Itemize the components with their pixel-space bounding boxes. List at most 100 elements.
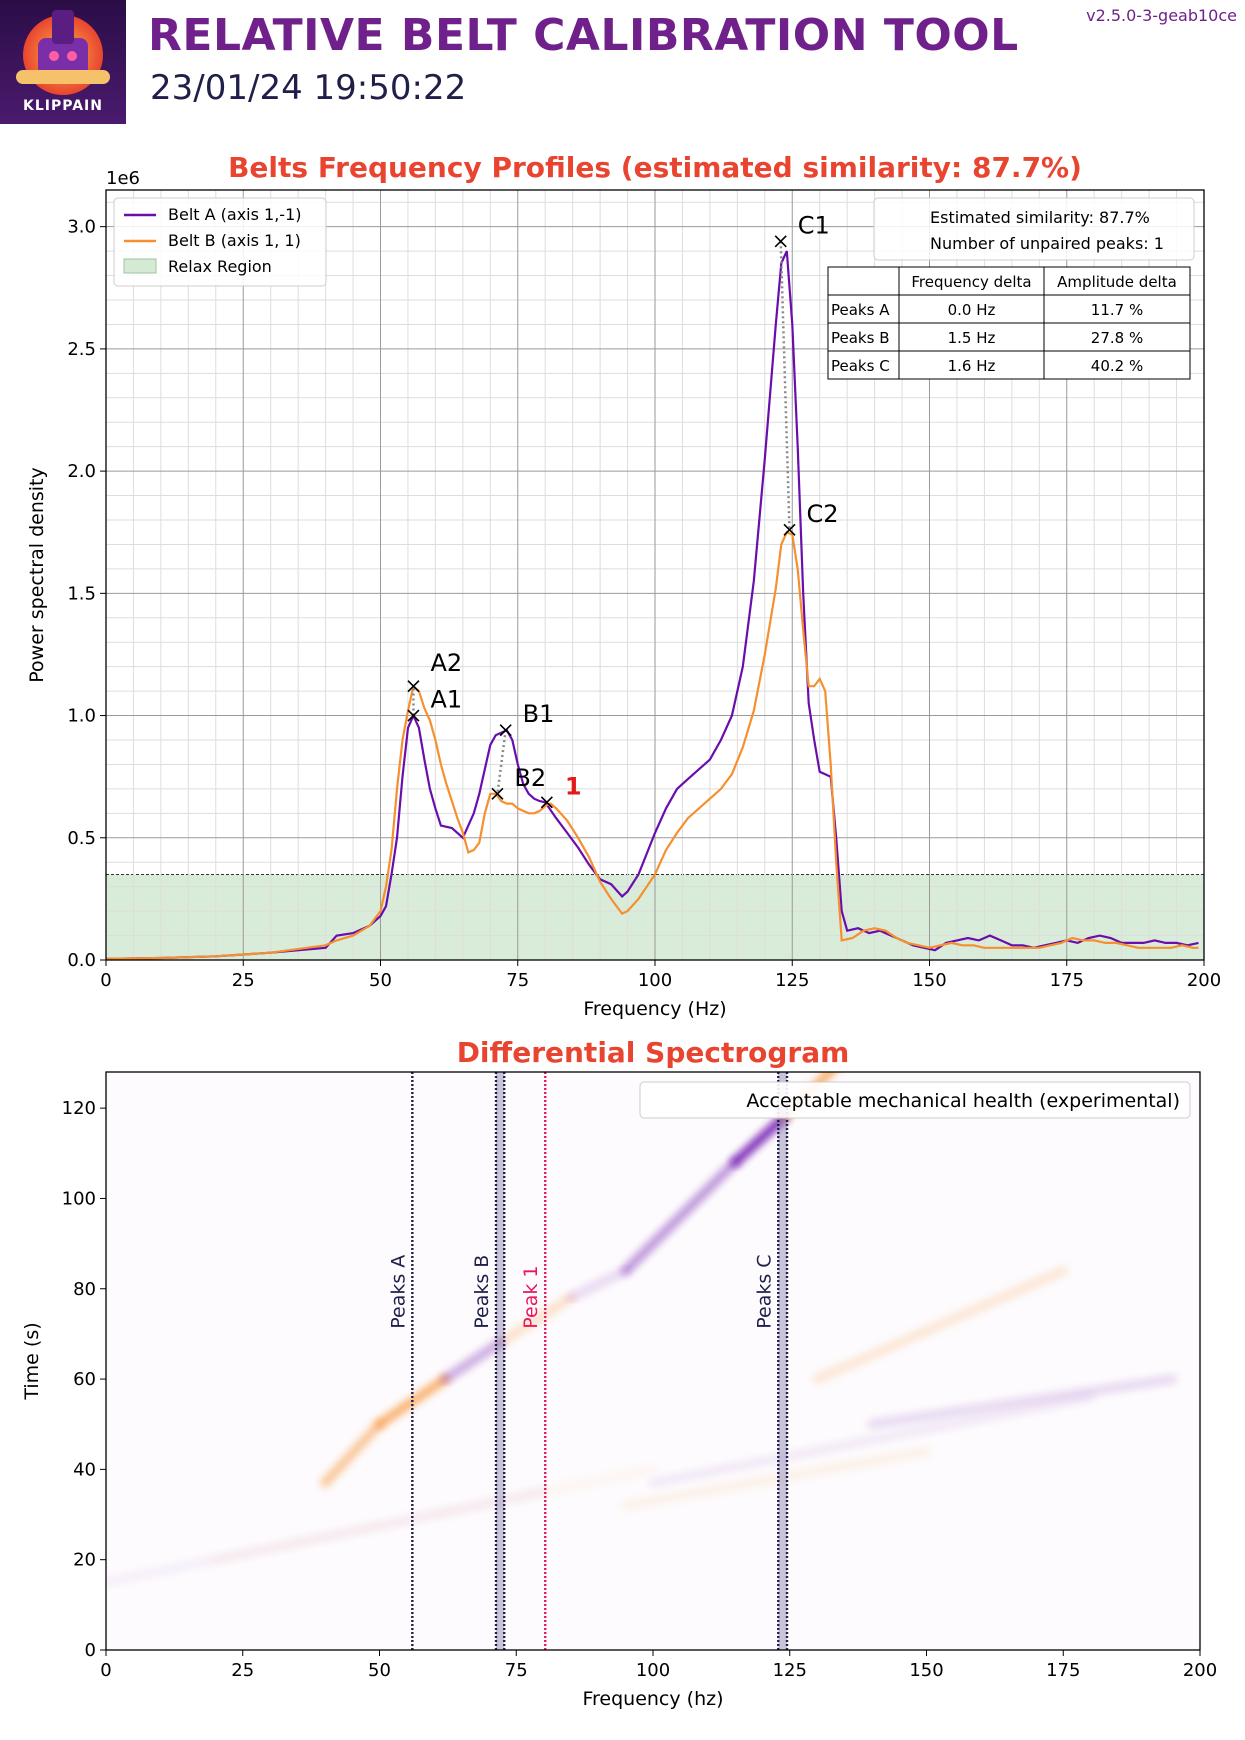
- table-cell: [827, 294, 900, 324]
- x-tick-label: 50: [368, 1660, 391, 1681]
- spectrogram-streak: [210, 1464, 658, 1565]
- y-axis-label: Time (s): [21, 1322, 43, 1400]
- y-tick-label: 3.0: [67, 217, 96, 238]
- chart-title: Differential Spectrogram: [457, 1036, 850, 1069]
- spectrogram-streak: [730, 1112, 789, 1167]
- legend-label: Acceptable mechanical health (experiment…: [746, 1090, 1180, 1112]
- peak-pair-connector: [779, 241, 791, 530]
- y-tick-label: 0.0: [67, 950, 96, 971]
- peak-band: [778, 1072, 788, 1650]
- table-value: 0.0 Hz: [948, 301, 996, 319]
- table-value: 40.2 %: [1091, 357, 1143, 375]
- y-tick-label: 40: [73, 1459, 96, 1480]
- peak-vline-label: Peaks A: [387, 1255, 409, 1329]
- health-legend: Acceptable mechanical health (experiment…: [639, 1081, 1191, 1119]
- x-axis-label: Frequency (hz): [582, 1688, 723, 1710]
- y-tick-label: 2.5: [67, 339, 96, 360]
- peak-marker: [407, 680, 420, 693]
- x-tick-label: 175: [1050, 970, 1084, 991]
- table-cell: [827, 322, 900, 352]
- info-box-frame: [873, 197, 1195, 261]
- plot-frame: [105, 189, 1205, 961]
- y-tick-label: 20: [73, 1550, 96, 1571]
- peak-vline-label: Peaks B: [471, 1255, 493, 1329]
- x-tick-label: 200: [1187, 970, 1221, 991]
- peak-vline-label: Peak 1: [520, 1266, 542, 1329]
- spectrogram-streak: [495, 1293, 576, 1348]
- peak-label: C2: [807, 500, 839, 528]
- info-box-line: Number of unpaired peaks: 1: [930, 234, 1164, 253]
- table-value: 1.5 Hz: [948, 329, 996, 347]
- x-tick-label: 175: [1046, 1660, 1080, 1681]
- x-tick-label: 25: [231, 1660, 254, 1681]
- y-tick-label: 0.5: [67, 828, 96, 849]
- peak-label: A1: [430, 686, 462, 714]
- page-title: RELATIVE BELT CALIBRATION TOOL: [148, 10, 1019, 61]
- differential-spectrogram-chart: Peaks A Peaks B Peak 1 Peaks C 0 25 50 75 100 125…: [21, 1036, 1217, 1710]
- y-tick-label: 1.5: [67, 583, 96, 604]
- table-cell: [827, 350, 900, 380]
- y-tick-label: 120: [62, 1098, 96, 1119]
- spectrogram-background: [106, 1072, 1200, 1650]
- x-tick-label: 150: [912, 970, 946, 991]
- version-label: v2.5.0-3-geab10ce: [1086, 6, 1237, 25]
- spectrogram-streak: [566, 1266, 631, 1303]
- table-cell: [827, 266, 900, 296]
- spectrogram-streak: [621, 1446, 931, 1510]
- peak-marker: [491, 787, 504, 800]
- spectrogram-streak: [648, 1392, 1096, 1488]
- x-tick-label: 100: [638, 970, 672, 991]
- peak-marker: [774, 235, 787, 248]
- peak-label: B2: [514, 764, 546, 792]
- x-axis-label: Frequency (Hz): [583, 998, 726, 1020]
- x-tick-label: 150: [909, 1660, 943, 1681]
- spectrogram-streak: [867, 1374, 1178, 1429]
- belts-frequency-chart: 0 25 50 75 100 125 150 175 200 0.0 0.5 1.0 1.5 2.0 2.5…: [26, 151, 1221, 1020]
- x-tick-label: 75: [506, 970, 529, 991]
- table-header: Frequency delta: [911, 273, 1031, 291]
- legend-swatch: [123, 258, 157, 274]
- table-cell: [1043, 322, 1191, 352]
- y-tick-label: 100: [62, 1188, 96, 1209]
- x-tick-label: 100: [636, 1660, 670, 1681]
- peaks-delta-table: Frequency delta Amplitude delta Peaks A 0.0…: [827, 266, 1191, 380]
- belt-b-line: [105, 530, 1199, 960]
- table-value: Peaks C: [831, 357, 890, 375]
- x-tick-label: 50: [369, 970, 392, 991]
- y-tick-label: 60: [73, 1369, 96, 1390]
- chart-title: Belts Frequency Profiles (estimated simi…: [228, 151, 1082, 184]
- table-value: Peaks B: [831, 329, 890, 347]
- unpaired-peak-marker: [540, 796, 553, 809]
- unpaired-peak-label: 1: [565, 772, 582, 800]
- spectrogram-streak: [320, 1419, 384, 1488]
- table-value: Peaks A: [831, 301, 890, 319]
- peak-vline-label: Peaks C: [753, 1254, 775, 1328]
- peak-label: A2: [430, 649, 462, 677]
- logo-text: KLIPPAIN: [23, 98, 103, 114]
- x-tick-label: 200: [1183, 1660, 1217, 1681]
- x-tick-label: 0: [100, 1660, 111, 1681]
- y-tick-label: 0: [85, 1640, 96, 1661]
- x-tick-label: 125: [775, 970, 809, 991]
- legend-label: Relax Region: [168, 257, 272, 276]
- timestamp: 23/01/24 19:50:22: [150, 68, 467, 108]
- table-cell: [898, 322, 1045, 352]
- belt-a-line: [105, 250, 1199, 960]
- y-tick-label: 80: [73, 1279, 96, 1300]
- klippain-logo: KLIPPAIN: [0, 0, 126, 124]
- peak-marker: [783, 523, 796, 536]
- x-tick-label: 75: [505, 1660, 528, 1681]
- peak-marker: [499, 724, 512, 737]
- spectrogram-streak: [812, 1266, 1068, 1384]
- legend-box: [639, 1081, 1191, 1119]
- table-cell: [1043, 350, 1191, 380]
- y-axis-label: Power spectral density: [26, 467, 48, 682]
- spectrogram-streak: [440, 1338, 505, 1384]
- peak-marker: [407, 709, 420, 722]
- info-box-line: Estimated similarity: 87.7%: [930, 208, 1150, 227]
- legend-label: Belt B (axis 1, 1): [168, 231, 301, 250]
- peak-pair-connector: [496, 730, 507, 794]
- peak-label: B1: [523, 700, 555, 728]
- similarity-info-box: Estimated similarity: 87.7% Number of unp…: [873, 197, 1195, 261]
- legend-label: Belt A (axis 1,-1): [168, 205, 302, 224]
